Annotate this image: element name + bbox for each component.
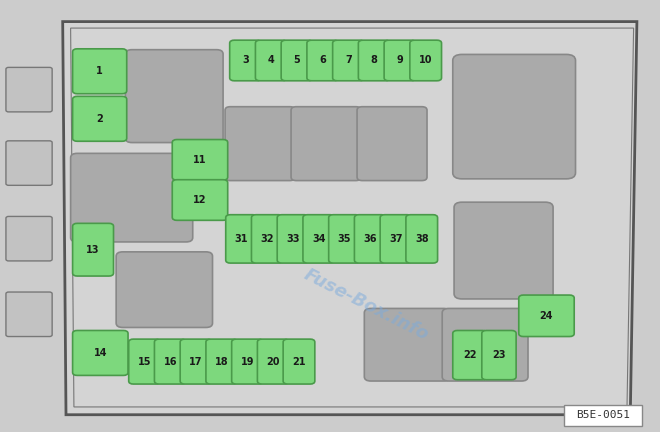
Text: 20: 20 (267, 356, 280, 367)
Text: 8: 8 (371, 55, 378, 66)
Text: 15: 15 (138, 356, 151, 367)
FancyBboxPatch shape (6, 67, 52, 112)
Text: 34: 34 (312, 234, 325, 244)
FancyBboxPatch shape (125, 50, 223, 143)
Text: 21: 21 (292, 356, 306, 367)
FancyBboxPatch shape (172, 180, 228, 220)
Text: Fuse-Box.info: Fuse-Box.info (301, 265, 432, 344)
Text: 9: 9 (397, 55, 403, 66)
Text: 36: 36 (364, 234, 377, 244)
Polygon shape (63, 22, 637, 415)
Text: 5: 5 (294, 55, 300, 66)
Text: 19: 19 (241, 356, 254, 367)
FancyBboxPatch shape (232, 339, 263, 384)
FancyBboxPatch shape (73, 49, 127, 94)
FancyBboxPatch shape (225, 107, 295, 181)
FancyBboxPatch shape (380, 215, 412, 263)
FancyBboxPatch shape (384, 40, 416, 81)
FancyBboxPatch shape (71, 153, 193, 242)
FancyBboxPatch shape (410, 40, 442, 81)
FancyBboxPatch shape (454, 202, 553, 299)
Text: 31: 31 (235, 234, 248, 244)
FancyBboxPatch shape (519, 295, 574, 337)
FancyBboxPatch shape (154, 339, 186, 384)
Text: 35: 35 (338, 234, 351, 244)
Text: 38: 38 (415, 234, 428, 244)
FancyBboxPatch shape (255, 40, 287, 81)
FancyBboxPatch shape (453, 54, 576, 179)
Text: 7: 7 (345, 55, 352, 66)
FancyBboxPatch shape (251, 215, 283, 263)
FancyBboxPatch shape (226, 215, 257, 263)
Text: 13: 13 (86, 245, 100, 255)
Text: 12: 12 (193, 195, 207, 205)
FancyBboxPatch shape (364, 308, 450, 381)
Text: 18: 18 (215, 356, 228, 367)
Text: 23: 23 (492, 350, 506, 360)
FancyBboxPatch shape (277, 215, 309, 263)
FancyBboxPatch shape (357, 107, 427, 181)
FancyBboxPatch shape (206, 339, 238, 384)
FancyBboxPatch shape (129, 339, 160, 384)
Text: 22: 22 (463, 350, 477, 360)
Text: 24: 24 (540, 311, 553, 321)
FancyBboxPatch shape (303, 215, 335, 263)
FancyBboxPatch shape (442, 308, 528, 381)
FancyBboxPatch shape (291, 107, 361, 181)
FancyBboxPatch shape (406, 215, 438, 263)
Text: 14: 14 (94, 348, 107, 358)
FancyBboxPatch shape (482, 330, 516, 380)
FancyBboxPatch shape (180, 339, 212, 384)
FancyBboxPatch shape (333, 40, 364, 81)
FancyBboxPatch shape (73, 330, 128, 375)
Text: 16: 16 (164, 356, 177, 367)
Text: 4: 4 (268, 55, 275, 66)
FancyBboxPatch shape (453, 330, 487, 380)
FancyBboxPatch shape (281, 40, 313, 81)
FancyBboxPatch shape (257, 339, 289, 384)
Text: 2: 2 (96, 114, 103, 124)
Text: 17: 17 (189, 356, 203, 367)
Text: 3: 3 (242, 55, 249, 66)
FancyBboxPatch shape (6, 292, 52, 337)
FancyBboxPatch shape (116, 252, 213, 327)
FancyBboxPatch shape (307, 40, 339, 81)
FancyBboxPatch shape (172, 140, 228, 180)
FancyBboxPatch shape (73, 96, 127, 141)
Text: 1: 1 (96, 66, 103, 76)
Text: B5E-0051: B5E-0051 (576, 410, 630, 420)
FancyBboxPatch shape (564, 405, 642, 426)
Text: 6: 6 (319, 55, 326, 66)
FancyBboxPatch shape (283, 339, 315, 384)
FancyBboxPatch shape (358, 40, 390, 81)
Text: 10: 10 (419, 55, 432, 66)
Text: 33: 33 (286, 234, 300, 244)
FancyBboxPatch shape (354, 215, 386, 263)
FancyBboxPatch shape (230, 40, 261, 81)
FancyBboxPatch shape (329, 215, 360, 263)
FancyBboxPatch shape (73, 223, 114, 276)
FancyBboxPatch shape (6, 216, 52, 261)
Text: 11: 11 (193, 155, 207, 165)
Text: 32: 32 (261, 234, 274, 244)
Text: 37: 37 (389, 234, 403, 244)
FancyBboxPatch shape (6, 141, 52, 185)
